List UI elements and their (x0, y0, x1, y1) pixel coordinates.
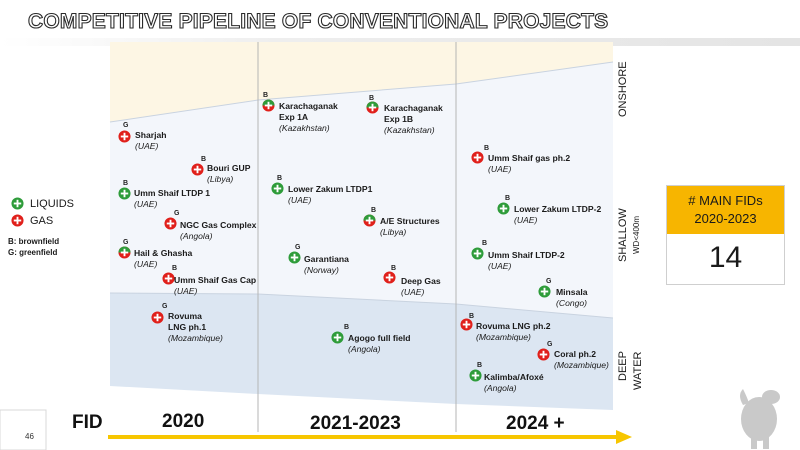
main-fids-count: 14 (667, 234, 784, 282)
gas-icon (11, 214, 24, 227)
zone-label-onshore: ONSHORE (617, 61, 629, 117)
deep-water-zone (110, 293, 613, 410)
project-bouri-gup: Bouri GUP (Libya) (207, 163, 251, 184)
legend-greenfield: G: greenfield (8, 248, 58, 257)
project-rovuma-lng-ph1: Rovuma LNG ph.1 (Mozambique) (168, 311, 223, 343)
project-umm-shaif-ltdp1: Umm Shaif LTDP 1 (UAE) (134, 188, 211, 209)
badge: G (546, 278, 552, 285)
liquids-gas-icon (366, 101, 379, 114)
liquids-icon (497, 202, 510, 215)
gas-icon (118, 130, 131, 143)
project-hail-ghasha: Hail & Ghasha (UAE) (134, 248, 193, 269)
zone-label-shallow: SHALLOW (617, 208, 629, 262)
liquids-icon (11, 197, 24, 210)
onshore-zone (110, 42, 613, 122)
badge: G (295, 244, 301, 251)
period-2024-plus: 2024 + (506, 413, 565, 434)
page-number: 46 (25, 432, 34, 441)
liquids-icon (471, 247, 484, 260)
project-umm-shaif-gas-cap: Umm Shaif Gas Cap (UAE) (174, 275, 257, 296)
liquids-gas-icon (118, 246, 131, 259)
period-2021-2023: 2021-2023 (310, 413, 401, 434)
legend-brownfield: B: brownfield (8, 237, 60, 246)
liquids-icon (331, 331, 344, 344)
badge: B (369, 95, 375, 102)
project-karachaganak-exp-1b: Karachaganak Exp 1B (Kazakhstan) (384, 103, 443, 135)
project-karachaganak-exp-1a: Karachaganak Exp 1A (Kazakhstan) (279, 101, 338, 133)
project-garantiana: Garantiana (Norway) (304, 254, 349, 275)
liquids-gas-icon (363, 214, 376, 227)
liquids-icon (469, 369, 482, 382)
badge: G (174, 210, 180, 217)
liquids-icon (271, 182, 284, 195)
gas-icon (460, 318, 473, 331)
zone-label-shallow-depth: WD<400m (632, 215, 641, 254)
company-logo (740, 389, 780, 449)
gas-icon (151, 311, 164, 324)
main-fids-title: # MAIN FIDs (688, 193, 763, 208)
project-minsala: Minsala (Congo) (556, 287, 588, 308)
badge: B (123, 180, 129, 187)
gas-icon (164, 217, 177, 230)
gas-icon (471, 151, 484, 164)
badge: G (162, 303, 168, 310)
main-fids-header: # MAIN FIDs 2020-2023 (667, 186, 784, 234)
fid-label: FID (72, 412, 103, 433)
shallow-zone (110, 62, 613, 318)
badge: G (547, 341, 553, 348)
liquids-gas-icon (262, 99, 275, 112)
badge: B (371, 207, 377, 214)
timeline-arrowhead (616, 430, 632, 444)
project-lower-zakum-ltdp1: Lower Zakum LTDP1 (UAE) (288, 184, 373, 205)
badge: B (477, 362, 483, 369)
gas-icon (537, 348, 550, 361)
project-umm-shaif-ltdp2: Umm Shaif LTDP-2 (UAE) (488, 250, 565, 271)
badge: B (344, 324, 350, 331)
gas-icon (191, 163, 204, 176)
badge: B (484, 145, 490, 152)
zone-label-deep: DEEP (617, 351, 629, 381)
badge: B (201, 156, 207, 163)
gas-icon (383, 271, 396, 284)
period-2020: 2020 (162, 411, 205, 432)
badge: B (391, 265, 397, 272)
gas-icon (162, 272, 175, 285)
project-deep-gas: Deep Gas (UAE) (401, 276, 441, 297)
legend-gas: GAS (30, 215, 54, 227)
project-coral-ph2: Coral ph.2 (Mozambique) (554, 349, 609, 370)
page-number-box (0, 409, 47, 450)
zone-label-water: WATER (632, 351, 644, 391)
project-rovuma-lng-ph2: Rovuma LNG ph.2 (Mozambique) (476, 321, 551, 342)
project-sharjah: Sharjah (UAE) (135, 130, 167, 151)
badge: B (505, 195, 511, 202)
badge: B (277, 175, 283, 182)
project-umm-shaif-gas-ph2: Umm Shaif gas ph.2 (UAE) (488, 153, 571, 174)
liquids-icon (288, 251, 301, 264)
project-lower-zakum-ltdp2: Lower Zakum LTDP-2 (UAE) (514, 204, 602, 225)
legend-liquids: LIQUIDS (30, 198, 75, 210)
page-title: COMPETITIVE PIPELINE OF CONVENTIONAL PRO… (27, 9, 609, 33)
project-kalimba-afoxe: Kalimba/Afoxé (Angola) (484, 372, 544, 393)
badge: G (123, 122, 129, 129)
project-agogo-full-field: Agogo full field (Angola) (348, 333, 411, 354)
project-ngc-gas-complex: NGC Gas Complex (Angola) (180, 220, 257, 241)
badge: B (469, 313, 475, 320)
badge: B (263, 92, 269, 99)
badge: B (482, 240, 488, 247)
main-fids-box: # MAIN FIDs 2020-2023 14 (666, 185, 785, 285)
liquids-icon (538, 285, 551, 298)
liquids-icon (118, 187, 131, 200)
badge: G (123, 239, 129, 246)
onshore-boundary (109, 61, 614, 123)
badge: B (172, 265, 178, 272)
project-ae-structures: A/E Structures (Libya) (380, 216, 440, 237)
deep-boundary (109, 292, 614, 319)
main-fids-period: 2020-2023 (694, 211, 757, 226)
